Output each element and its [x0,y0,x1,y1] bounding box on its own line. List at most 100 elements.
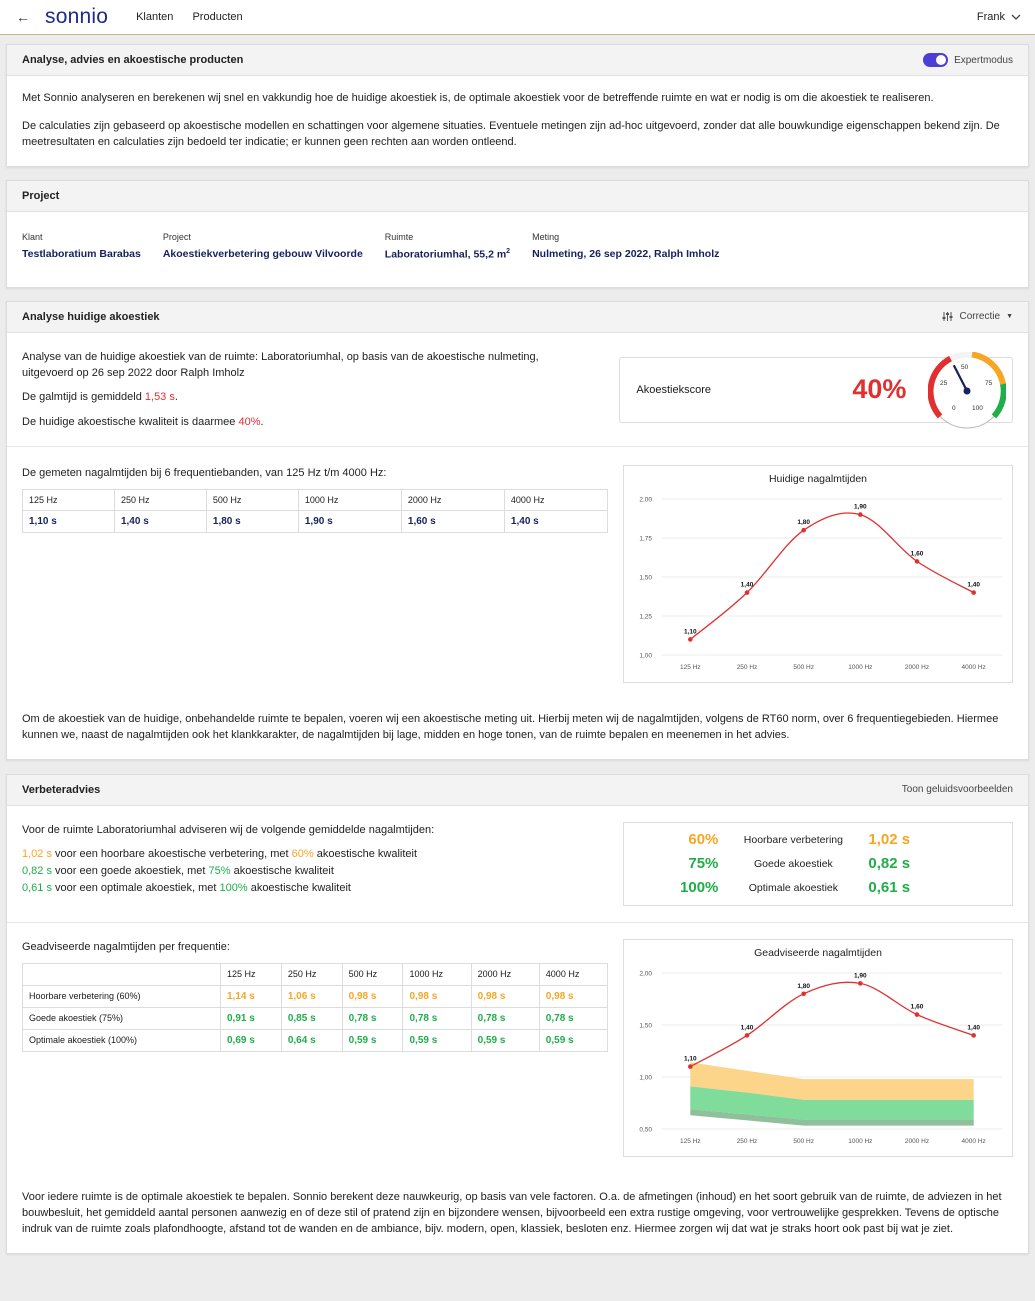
band-value: 1,40 s [113,509,207,533]
field-value: Nulmeting, 26 sep 2022, Ralph Imholz [532,248,720,260]
x-tick-label: 500 Hz [793,1138,814,1145]
expert-mode-label: Expertmodus [954,54,1013,66]
target-label: Hoorbare verbetering [743,833,843,846]
gauge-tick-100: 100 [972,405,983,412]
y-tick-label: 1,50 [639,1022,652,1029]
current-reverb-chart: Huidige nagalmtijden 1,00 1,25 1,50 1,75 2,0… [623,464,1013,683]
cell-value: 1,14 s [220,984,282,1008]
target-pct: 75% [688,855,719,872]
main-nav: Klanten Producten [136,11,259,23]
chart-title: Geadviseerde nagalmtijden [754,946,882,959]
data-point [801,991,806,996]
y-tick-label: 1,00 [639,652,652,659]
advice-band [690,1061,974,1100]
row-label: Hoorbare verbetering (60%) [22,984,221,1008]
intro-paragraph-1: Met Sonnio analyseren en berekenen wij s… [22,92,934,104]
top-bar: ← sonnio Klanten Producten Frank [0,0,1035,35]
cell-value: 0,78 s [470,1006,540,1030]
data-label: 1,40 [967,1024,980,1031]
x-tick-label: 2000 Hz [905,664,929,671]
current-reverb-plot: 1,00 1,25 1,50 1,75 2,00 125 Hz 250 Hz 500 Hz 10… [639,496,1002,671]
y-tick-label: 1,50 [639,574,652,581]
reverb-summary: De galmtijd is gemiddeld 1,53 s. [22,389,591,405]
measured-table: 125 Hz 250 Hz 500 Hz 1000 Hz 2000 Hz 400… [22,488,609,533]
target-seconds: 1,02 s [868,831,911,848]
data-label: 1,40 [741,1024,754,1031]
y-tick-label: 1,25 [639,613,652,620]
reverb-value: 1,53 s [144,390,175,403]
nav-producten[interactable]: Producten [192,11,243,23]
project-field-meting: Meting Nulmeting, 26 sep 2022, Ralph Imh… [532,232,719,261]
advice-intro: Voor de ruimte Laboratoriumhal adviseren… [22,823,435,836]
sound-examples-link[interactable]: Toon geluidsvoorbeelden [901,784,1013,795]
cell-value: 0,59 s [341,1028,404,1052]
advice-pct: 100% [219,881,248,894]
x-tick-label: 1000 Hz [848,1138,872,1145]
table-row: Goede akoestiek (75%) 0,91 s 0,85 s 0,78… [22,1006,609,1030]
band-header: 1000 Hz [297,488,402,511]
data-label: 1,40 [741,581,754,588]
advised-reverb-chart: Geadviseerde nagalmtijden 0,50 1,00 1,50 2,… [623,938,1013,1157]
cell-value: 0,98 s [341,984,404,1008]
field-value: Laboratoriumhal, 55,2 m [384,248,507,261]
empty-header-cell [22,962,221,986]
field-value: Akoestiekverbetering gebouw Vilvoorde [162,248,363,260]
data-point [858,980,863,986]
chart-title: Huidige nagalmtijden [768,472,868,485]
intro-paragraph-2: De calculaties zijn gebaseerd op akoesti… [22,120,1000,148]
series-line [690,981,974,1067]
advised-reverb-plot: 0,50 1,00 1,50 2,00 125 Hz 250 Hz 500 Hz 1000 H… [639,970,1002,1145]
y-tick-label: 1,00 [639,1074,652,1081]
advice-text: voor een hoorbare akoestische verbeterin… [51,847,292,860]
correction-label: Correctie [959,311,1001,322]
data-point [744,589,750,595]
field-label: Meting [532,232,560,242]
target-row: 100% Optimale akoestiek 0,61 s [624,876,1012,900]
analysis-card: Analyse huidige akoestiek Correctie ▼ An… [6,300,1029,760]
correction-menu[interactable]: Correctie ▼ [942,311,1013,322]
field-value-wrap: Laboratoriumhal, 55,2 m2 [385,248,510,261]
intro-header: Analyse, advies en akoestische producten… [7,45,1028,76]
score-label: Akoestiekscore [636,383,711,396]
field-label: Project [162,232,191,242]
band-value: 1,60 s [400,509,505,533]
nav-klanten[interactable]: Klanten [136,11,174,23]
advice-pct: 60% [291,847,314,860]
project-field-ruimte: Ruimte Laboratoriumhal, 55,2 m2 [385,232,510,261]
reverb-prefix: De galmtijd is gemiddeld [22,390,145,403]
y-tick-label: 2,00 [639,970,652,977]
user-menu[interactable]: Frank [977,11,1021,23]
target-label: Optimale akoestiek [748,881,839,894]
target-seconds: 0,61 s [868,879,911,896]
project-field-klant: Klant Testlaboratium Barabas [22,232,141,261]
band-header: 125 Hz [22,488,115,511]
series-line [689,511,975,640]
arrow-left-icon[interactable]: ← [16,9,30,25]
logo[interactable]: sonnio [45,5,109,28]
project-field-project: Project Akoestiekverbetering gebouw Vilv… [163,232,363,261]
analysis-footer: Om de akoestiek van de huidige, onbehand… [22,712,999,741]
band-header: 500 Hz [341,962,404,986]
user-name: Frank [976,11,1005,23]
advice-footer: Voor iedere ruimte is de optimale akoest… [22,1190,1002,1235]
data-point [801,527,806,532]
gauge-tick-0: 0 [952,405,956,412]
field-value: Testlaboratium Barabas [22,248,141,260]
band-header: 4000 Hz [538,962,609,986]
x-tick-label: 125 Hz [680,1138,701,1145]
band-header: 2000 Hz [400,488,505,511]
band-header: 4000 Hz [503,488,609,511]
analysis-line: Analyse van de huidige akoestiek van de … [22,350,539,379]
data-point [688,636,693,642]
target-pct: 100% [680,879,719,896]
gauge-tick-75: 75 [985,380,993,387]
table-row: Optimale akoestiek (100%) 0,69 s 0,64 s … [22,1028,609,1052]
band-value: 1,40 s [503,509,609,533]
advice-table: 125 Hz 250 Hz 500 Hz 1000 Hz 2000 Hz 400… [22,962,609,1052]
data-point [914,558,920,564]
target-row: 60% Hoorbare verbetering 1,02 s [624,828,1012,852]
field-label: Klant [22,232,43,242]
project-header: Project [7,181,1028,212]
gauge-needle [952,364,968,392]
expert-mode-toggle[interactable] [923,53,949,67]
